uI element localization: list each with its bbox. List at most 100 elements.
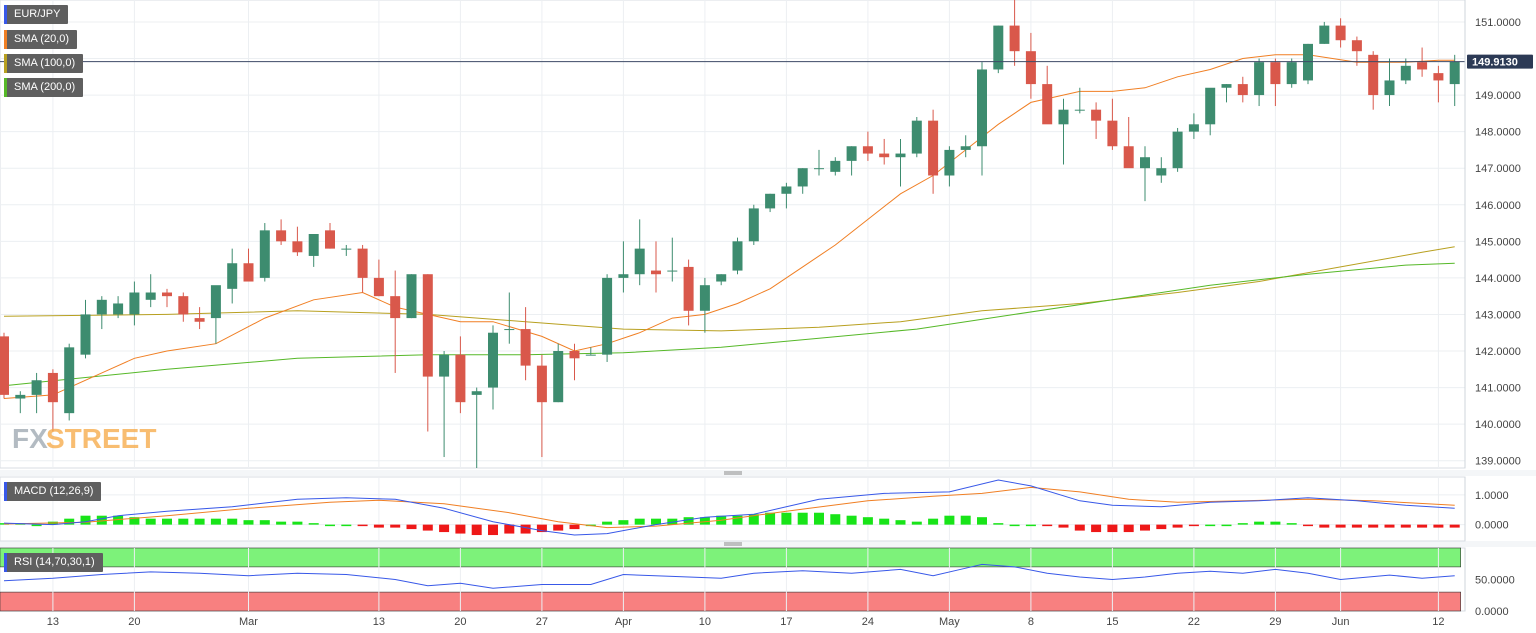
- candle-48: [781, 182, 792, 209]
- candle-67: [1091, 102, 1102, 139]
- macd-line: [3, 479, 1455, 536]
- macd-histogram-bar: [64, 518, 75, 525]
- macd-histogram-bar: [1417, 524, 1428, 528]
- macd-histogram-bar: [1286, 523, 1297, 525]
- candle-75: [1221, 84, 1232, 103]
- main-price-plot: [0, 0, 1465, 468]
- macd-tick-label: 0.0000: [1475, 520, 1509, 532]
- sma100-line: [3, 246, 1455, 332]
- legend-sma200-label: SMA (200,0): [14, 81, 76, 93]
- candle-83: [1351, 36, 1362, 66]
- candle-body: [129, 292, 140, 315]
- legend-sma20[interactable]: SMA (20,0): [4, 30, 78, 49]
- candle-60: [977, 62, 987, 176]
- candle-35: [569, 343, 580, 381]
- candle-26: [422, 274, 433, 432]
- macd-histogram-bar: [243, 520, 254, 525]
- macd-histogram-bar: [634, 518, 645, 525]
- candle-body: [520, 329, 531, 366]
- macd-histogram-bar: [699, 517, 710, 525]
- macd-histogram-bar: [1091, 524, 1102, 533]
- candle-39: [634, 219, 645, 286]
- candle-body: [422, 274, 433, 377]
- candle-45: [732, 237, 743, 275]
- rsi-tick-label: 50.0000: [1475, 575, 1515, 587]
- macd-histogram-bar: [944, 515, 955, 525]
- candle-25: [406, 274, 417, 319]
- candle-body: [553, 351, 564, 403]
- candle-13: [210, 285, 221, 344]
- macd-histogram-bar: [960, 515, 971, 525]
- candle-31: [504, 292, 515, 344]
- candle-body: [390, 296, 401, 319]
- legend-macd[interactable]: MACD (12,26,9): [4, 482, 102, 501]
- sma20-series: [3, 54, 1455, 399]
- macd-histogram-bar: [520, 524, 531, 534]
- macd-histogram-bar: [455, 524, 466, 534]
- date-tick-label: 12: [1432, 616, 1444, 628]
- candle-6: [96, 296, 107, 330]
- candle-body: [1417, 62, 1428, 70]
- macd-histogram-bar: [439, 524, 450, 533]
- candle-body: [830, 160, 841, 172]
- candle-body: [259, 230, 270, 278]
- macd-histogram-bar: [1368, 524, 1379, 528]
- candle-body: [716, 274, 727, 282]
- macd-histogram-bar: [357, 524, 368, 527]
- legend-instrument[interactable]: EUR/JPY: [4, 5, 69, 24]
- macd-histogram-bar: [325, 524, 335, 527]
- legend-sma100[interactable]: SMA (100,0): [4, 54, 84, 73]
- macd-histogram-bar: [1319, 524, 1330, 528]
- candle-body: [1384, 80, 1395, 96]
- candle-body: [471, 391, 482, 395]
- candle-body: [1286, 62, 1297, 85]
- candle-81: [1319, 21, 1330, 44]
- candle-44: [716, 274, 727, 286]
- candle-28: [455, 336, 466, 414]
- macd-histogram-bar: [1140, 524, 1150, 531]
- candle-36: [585, 347, 596, 356]
- candle-33: [536, 354, 547, 458]
- date-tick-label: Apr: [615, 616, 632, 628]
- candle-body: [113, 303, 124, 315]
- legend-sma200[interactable]: SMA (200,0): [4, 78, 84, 97]
- candle-body: [455, 354, 466, 403]
- candle-11: [178, 292, 189, 322]
- candle-64: [1042, 65, 1053, 125]
- pane-separators[interactable]: [0, 470, 1536, 547]
- main-grid: [0, 0, 1466, 469]
- macd-histogram-bar: [879, 518, 890, 525]
- candle-body: [781, 186, 792, 194]
- rsi-overbought-zone: [0, 547, 1461, 568]
- candle-body: [0, 336, 9, 395]
- candle-body: [1270, 62, 1281, 85]
- macd-histogram-bar: [1254, 521, 1265, 525]
- legend-rsi[interactable]: RSI (14,70,30,1): [4, 553, 103, 572]
- macd-histogram-bar: [569, 524, 580, 530]
- candle-27: [439, 351, 450, 458]
- date-tick-label: 10: [699, 616, 711, 628]
- macd-histogram-bar: [1074, 524, 1085, 531]
- date-tick-label: 20: [128, 616, 140, 628]
- candle-49: [797, 168, 808, 194]
- candle-body: [439, 354, 450, 377]
- candle-9: [145, 274, 156, 308]
- date-tick-label: 8: [1028, 616, 1034, 628]
- candle-79: [1286, 58, 1297, 88]
- candle-41: [667, 237, 678, 282]
- candle-body: [276, 230, 287, 242]
- candle-7: [113, 296, 124, 319]
- candle-body: [357, 248, 368, 278]
- candle-body: [488, 332, 498, 388]
- legend-sma20-label: SMA (20,0): [14, 33, 70, 45]
- candle-80: [1303, 43, 1313, 85]
- candle-body: [227, 263, 238, 289]
- candle-47: [765, 193, 776, 213]
- candle-body: [602, 277, 613, 355]
- macd-histogram-bar: [602, 521, 613, 525]
- macd-histogram-bar: [80, 515, 91, 525]
- candle-body: [536, 365, 547, 403]
- candle-70: [1140, 146, 1150, 202]
- macd-histogram-bar: [259, 520, 270, 525]
- macd-histogram-bar: [781, 512, 792, 525]
